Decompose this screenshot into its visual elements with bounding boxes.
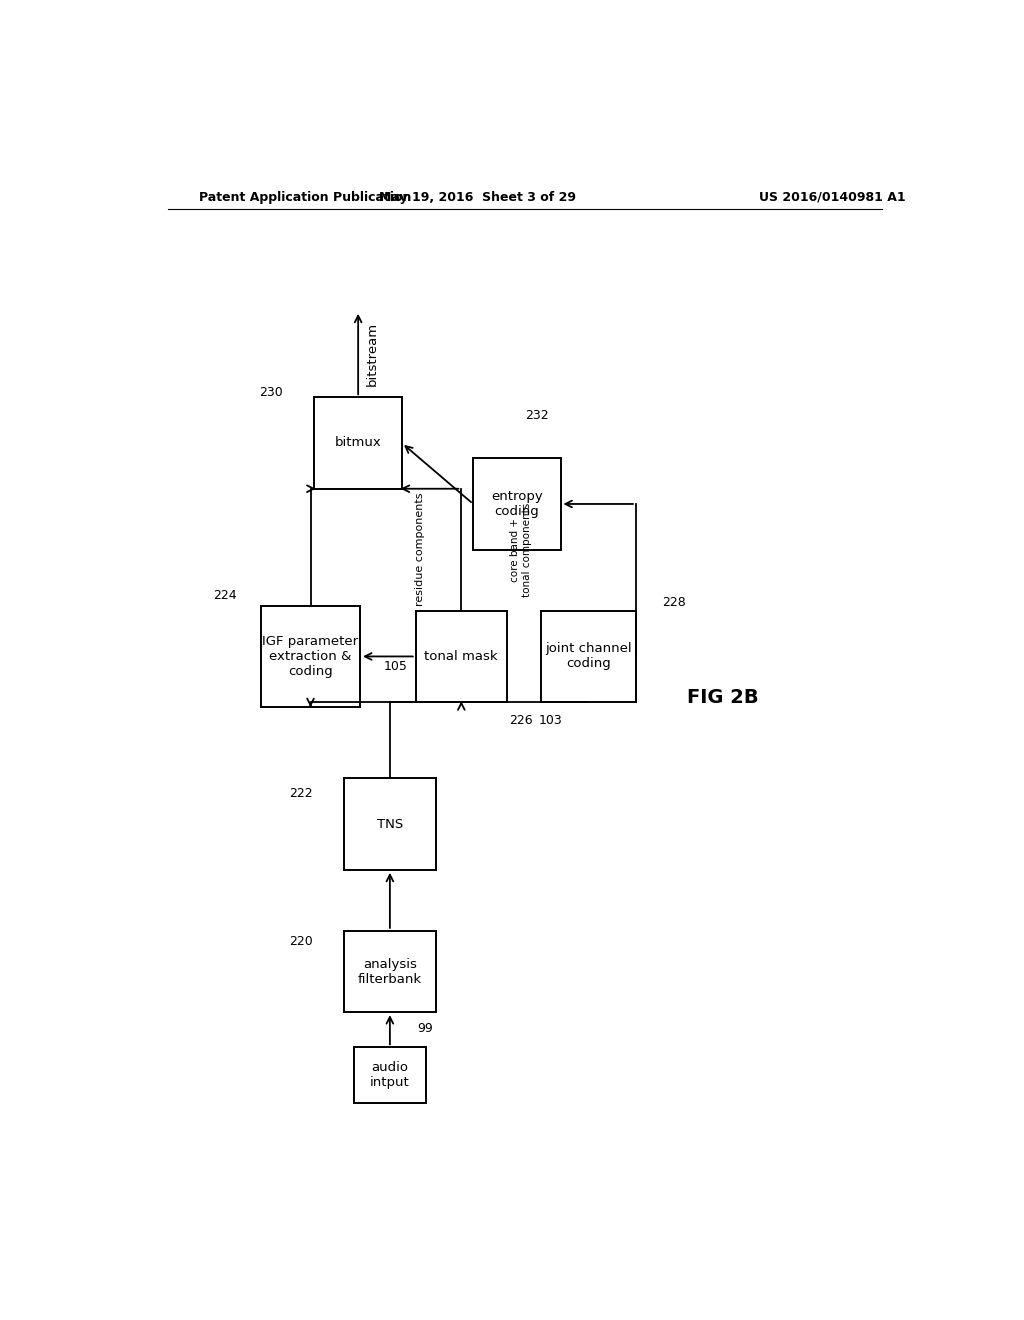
Text: analysis
filterbank: analysis filterbank (357, 957, 422, 986)
Bar (344, 931, 435, 1012)
Text: 222: 222 (289, 787, 312, 800)
Bar (473, 458, 560, 549)
Bar (354, 1047, 426, 1104)
Text: 228: 228 (663, 597, 686, 609)
Text: 103: 103 (539, 714, 562, 727)
Text: 220: 220 (289, 935, 312, 948)
Text: residue components: residue components (415, 492, 425, 606)
Text: joint channel
coding: joint channel coding (545, 643, 632, 671)
Text: 99: 99 (418, 1023, 433, 1035)
Text: tonal mask: tonal mask (425, 649, 498, 663)
Text: FIG 2B: FIG 2B (687, 688, 759, 706)
Text: IGF parameter
extraction &
coding: IGF parameter extraction & coding (262, 635, 358, 678)
Bar (344, 779, 435, 870)
Text: US 2016/0140981 A1: US 2016/0140981 A1 (759, 190, 905, 203)
Text: bitmux: bitmux (335, 437, 382, 450)
Bar (314, 397, 401, 488)
Text: audio
intput: audio intput (370, 1061, 410, 1089)
Bar (261, 606, 360, 708)
Text: bitstream: bitstream (366, 322, 379, 385)
Text: 232: 232 (525, 409, 549, 422)
Text: 226: 226 (509, 714, 534, 727)
Text: core band +
tonal components: core band + tonal components (510, 503, 532, 597)
Text: entropy
coding: entropy coding (490, 490, 543, 517)
Bar (541, 611, 636, 702)
Text: May 19, 2016  Sheet 3 of 29: May 19, 2016 Sheet 3 of 29 (379, 190, 575, 203)
Text: 230: 230 (259, 385, 283, 399)
Text: 105: 105 (384, 660, 408, 673)
Text: 224: 224 (213, 589, 237, 602)
Text: Patent Application Publication: Patent Application Publication (200, 190, 412, 203)
Text: TNS: TNS (377, 817, 403, 830)
Bar (416, 611, 507, 702)
